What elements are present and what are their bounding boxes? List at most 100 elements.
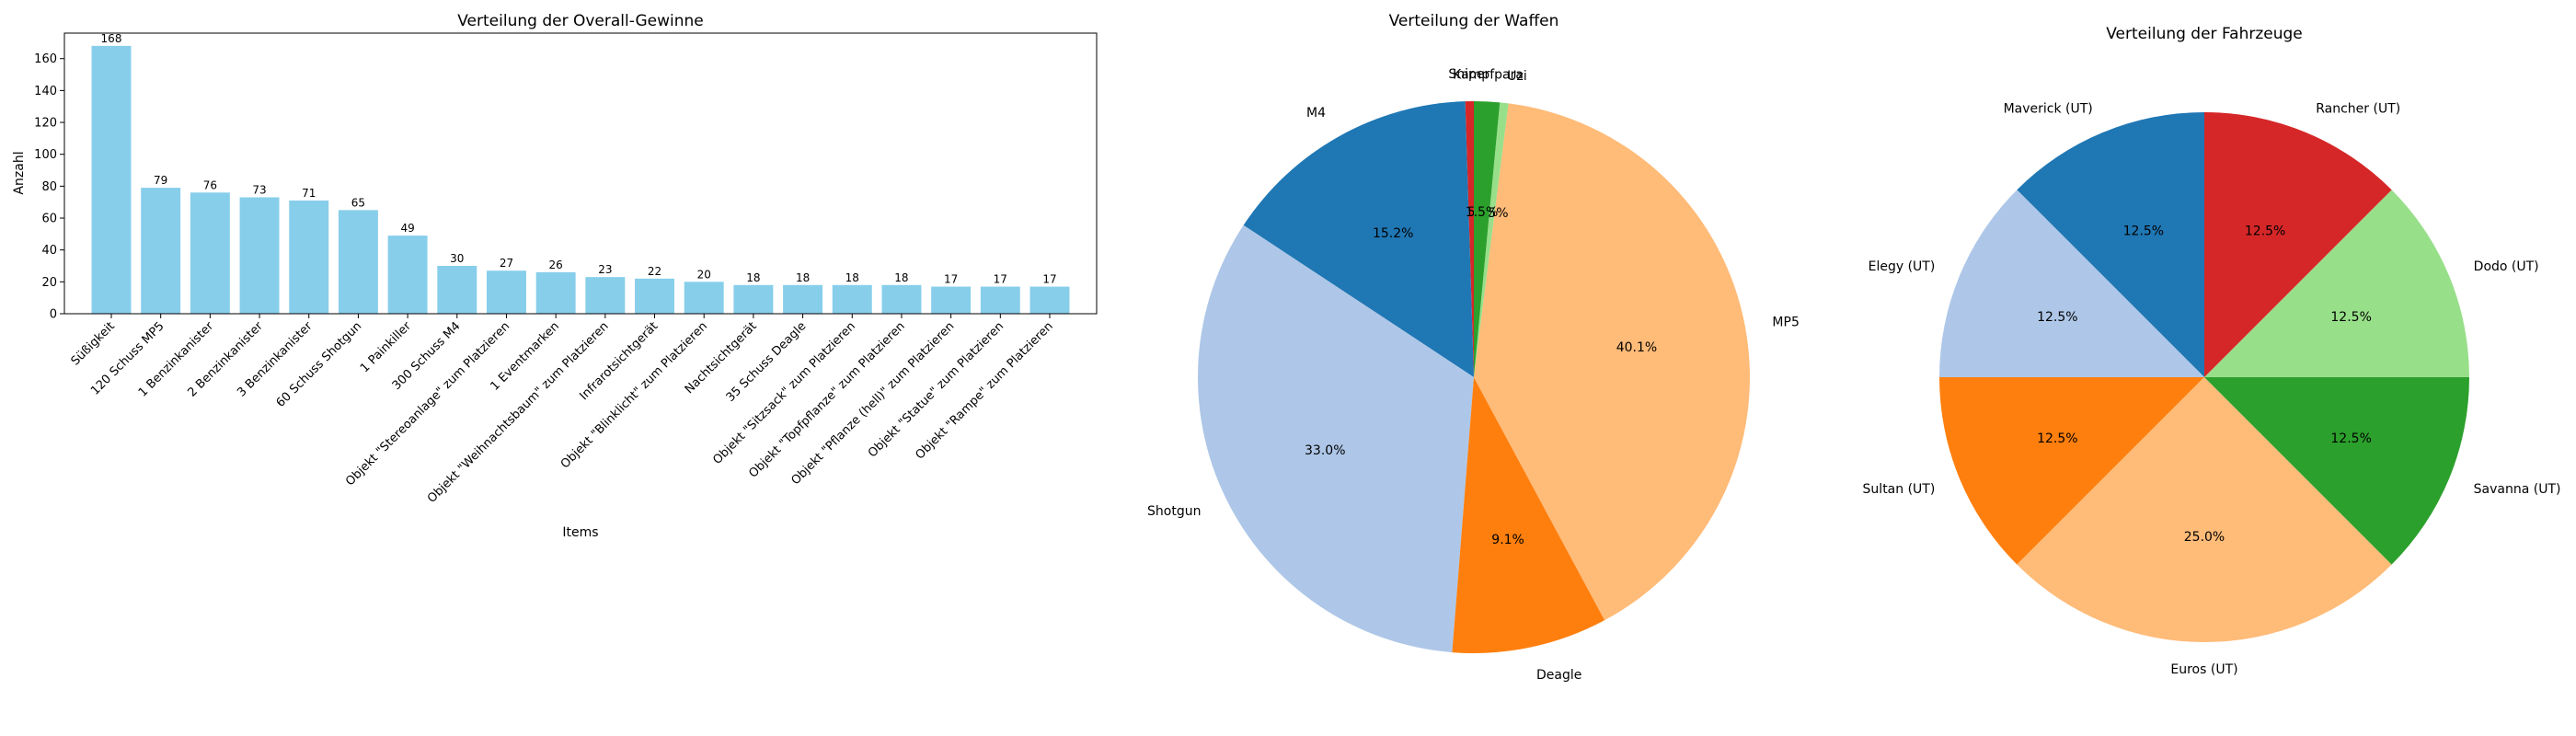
pie-slice xyxy=(1243,101,1474,378)
pie-slice-label: Sniper xyxy=(1448,67,1489,82)
pie-percent-label: 15.2% xyxy=(1373,226,1413,241)
y-tick-label: 20 xyxy=(41,276,57,290)
bar-value-label: 27 xyxy=(500,257,513,270)
y-tick-label: 40 xyxy=(41,244,57,258)
pie-slice-label: Euros (UT) xyxy=(2170,662,2237,677)
bar-value-label: 49 xyxy=(400,222,414,235)
pie-slice-label: MP5 xyxy=(1772,316,1799,330)
bar-chart-y-ticks: 0 20 40 60 80 100 120 140 160 xyxy=(34,52,64,322)
pie-slice xyxy=(1474,102,1509,377)
pie-slice-label: Rancher (UT) xyxy=(2316,101,2400,116)
pie-slice-label: Kampfpara xyxy=(1453,67,1524,82)
pie-slice-label: Savanna (UT) xyxy=(2474,482,2561,497)
bar xyxy=(437,266,477,314)
bar xyxy=(980,286,1020,314)
bar-value-label: 17 xyxy=(994,273,1007,286)
pie-percent-label: 40.1% xyxy=(1616,340,1657,355)
y-tick-label: 120 xyxy=(34,117,57,131)
pie-slice xyxy=(1465,101,1474,377)
pie-percent-label: 12.5% xyxy=(2037,310,2077,325)
bar-chart: Verteilung der Overall-Gewinne 0 20 40 60 80… xyxy=(12,12,1098,540)
bar xyxy=(684,282,724,314)
bar xyxy=(783,284,823,314)
pie-percent-label: 12.5% xyxy=(2037,431,2077,446)
pie-slice xyxy=(2204,112,2392,377)
pie-slice xyxy=(1939,377,2204,565)
bar-value-label: 20 xyxy=(697,268,711,281)
pie-slice xyxy=(2017,112,2204,377)
bar xyxy=(931,286,972,314)
bar xyxy=(832,284,872,314)
pie-slice xyxy=(2017,377,2392,642)
bar-value-label: 17 xyxy=(944,273,958,286)
pie-slice-label: Dodo (UT) xyxy=(2474,259,2539,274)
pie-percent-label: 33.0% xyxy=(1305,443,1345,458)
weapons-pie-title: Verteilung der Waffen xyxy=(1389,12,1559,30)
pie-percent-label: 12.5% xyxy=(2245,224,2285,238)
bar-chart-bars: 168 79 76 73 71 65 49 30 27 26 23 22 20 18 18 18 18 17 17 1… xyxy=(91,32,1070,314)
vehicles-pie-chart: Verteilung der Fahrzeuge Maverick (UT) 12… xyxy=(1863,25,2561,677)
pie-slice xyxy=(1474,103,1751,621)
bar-value-label: 73 xyxy=(252,183,266,196)
bar xyxy=(239,197,280,314)
bar xyxy=(585,277,626,314)
bar-value-label: 22 xyxy=(648,265,661,278)
weapons-pie-slices: Sniper0.5%M415.2%Shotgun33.0%Deagle9.1%M… xyxy=(1147,67,1800,683)
bar xyxy=(1029,286,1070,314)
pie-slice xyxy=(1474,101,1501,377)
bar xyxy=(141,188,181,314)
bar xyxy=(289,200,329,314)
bar-value-label: 18 xyxy=(746,271,760,284)
bar-value-label: 76 xyxy=(203,178,217,191)
bar xyxy=(487,270,526,314)
bar xyxy=(91,45,132,314)
pie-slice xyxy=(1198,224,1474,653)
pie-slice xyxy=(1939,190,2204,377)
bar-chart-title: Verteilung der Overall-Gewinne xyxy=(457,12,704,30)
bar-chart-y-axis-label: Anzahl xyxy=(12,151,27,194)
weapons-pie-chart: Verteilung der Waffen Sniper0.5%M415.2%S… xyxy=(1147,12,1800,683)
y-tick-label: 140 xyxy=(34,85,57,98)
vehicles-pie-title: Verteilung der Fahrzeuge xyxy=(2106,25,2303,43)
bar-value-label: 18 xyxy=(894,271,908,284)
y-tick-label: 80 xyxy=(41,180,57,194)
pie-slice-label: Sultan (UT) xyxy=(1863,482,1936,497)
bar-value-label: 17 xyxy=(1042,273,1056,286)
bar xyxy=(635,278,674,314)
x-tick-label: Süßigkeit xyxy=(69,319,118,368)
pie-percent-label: 25.0% xyxy=(2184,530,2225,545)
bar-value-label: 18 xyxy=(796,271,810,284)
bar-chart-axes-frame xyxy=(63,32,1098,315)
bar-value-label: 71 xyxy=(302,187,316,200)
bar-value-label: 65 xyxy=(351,196,365,209)
bar-value-label: 18 xyxy=(845,271,859,284)
y-tick-label: 0 xyxy=(50,308,57,322)
bar xyxy=(733,284,774,314)
bar xyxy=(387,236,428,314)
pie-percent-label: 9.1% xyxy=(1491,533,1524,547)
pie-slice-label: M4 xyxy=(1306,106,1326,121)
x-tick-label: Objekt "Weihnachtsbaum" zum Platzieren xyxy=(425,319,612,506)
bar-value-label: 79 xyxy=(154,174,167,187)
pie-percent-label: 1.5% xyxy=(1466,205,1499,220)
y-tick-label: 100 xyxy=(34,148,57,162)
pie-slice-label: Deagle xyxy=(1536,668,1581,683)
y-tick-label: 160 xyxy=(34,52,57,66)
bar-chart-x-axis-label: Items xyxy=(562,525,598,540)
pie-percent-label: 12.5% xyxy=(2123,224,2164,238)
x-tick-label: 60 Schuss Shotgun xyxy=(274,319,365,410)
bar xyxy=(535,271,576,314)
pie-slice-label: Elegy (UT) xyxy=(1869,259,1936,274)
pie-slice-label: Shotgun xyxy=(1147,504,1201,519)
pie-slice-label: Maverick (UT) xyxy=(2004,101,2093,116)
bar-value-label: 26 xyxy=(549,259,563,271)
y-tick-label: 60 xyxy=(41,213,57,226)
pie-slice xyxy=(2204,190,2469,377)
pie-slice xyxy=(2204,377,2469,565)
bar xyxy=(190,192,230,314)
bar xyxy=(881,284,922,314)
vehicles-pie-slices: Maverick (UT) 12.5% Elegy (UT) 12.5% Sultan … xyxy=(1863,101,2561,676)
pie-slice-label: Uzi xyxy=(1507,69,1527,84)
